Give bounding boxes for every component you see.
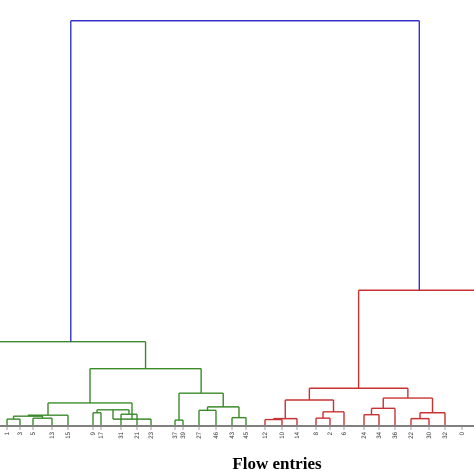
leaf-label: 32 — [443, 431, 449, 438]
leaf-ticks — [6, 426, 463, 430]
leaf-label: 17 — [99, 431, 105, 438]
leaf-label: 31 — [119, 431, 125, 438]
leaf-label: 5 — [31, 431, 37, 435]
leaf-label: 22 — [409, 431, 415, 438]
leaf-label: 46 — [214, 431, 220, 438]
leaf-label: 36 — [393, 431, 399, 438]
leaf-label: 23 — [149, 431, 155, 438]
leaf-label: 0 — [460, 431, 466, 435]
leaf-label: 21 — [135, 431, 141, 438]
leaf-label: 45 — [244, 431, 250, 438]
leaf-label: 8 — [314, 431, 320, 435]
leaf-label: 3 — [18, 431, 24, 435]
leaf-label: 39 — [181, 431, 187, 438]
leaf-label: 12 — [263, 431, 269, 438]
leaf-label: 2 — [328, 431, 334, 435]
leaf-label: 10 — [280, 431, 286, 438]
leaf-label: 34 — [377, 431, 383, 438]
leaf-label: 14 — [295, 431, 301, 438]
leaf-label: 1 — [5, 431, 11, 435]
leaf-label: 27 — [197, 431, 203, 438]
dendrogram-links — [0, 20, 474, 427]
leaf-label: 30 — [427, 431, 433, 438]
leaf-label: 37 — [173, 431, 179, 438]
leaf-label: 6 — [342, 431, 348, 435]
leaf-label: 24 — [362, 431, 368, 438]
leaf-label: 9 — [91, 431, 97, 435]
leaf-label: 43 — [230, 431, 236, 438]
leaf-label: 13 — [50, 431, 56, 438]
x-axis-title: Flow entries — [232, 454, 322, 473]
leaf-labels: 1 3 5 13 15 9 17 31 21 23 37 39 27 46 43 45 12 10 14 8 2 6 24 3… — [5, 431, 466, 438]
leaf-label: 15 — [66, 431, 72, 438]
